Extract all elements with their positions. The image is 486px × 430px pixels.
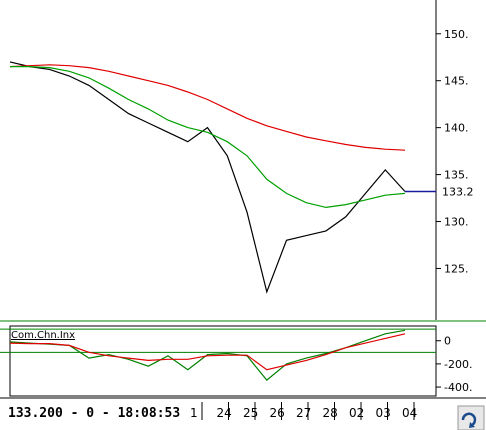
price-tick-label: 125. bbox=[444, 262, 469, 275]
indicator-tick-label: 0 bbox=[444, 335, 451, 348]
price-line bbox=[9, 61, 406, 294]
price-y-axis: 150. 145. 140. 135. 130. 125. bbox=[436, 28, 469, 275]
price-tick-label: 130. bbox=[444, 216, 469, 229]
refresh-icon[interactable] bbox=[457, 405, 485, 430]
price-plot bbox=[9, 61, 406, 294]
price-tick-label: 140. bbox=[444, 122, 469, 135]
indicator-tick-label: -400. bbox=[444, 381, 472, 394]
last-value-label: 133.2 bbox=[442, 185, 474, 198]
ma-long-line bbox=[9, 64, 406, 151]
date-label: 27 bbox=[296, 406, 311, 420]
date-label: 03 bbox=[376, 406, 391, 420]
indicator-plot bbox=[0, 328, 436, 381]
price-tick-label: 135. bbox=[444, 169, 469, 182]
indicator-slow-line bbox=[9, 333, 406, 371]
price-tick-label: 145. bbox=[444, 75, 469, 88]
date-label: 24 bbox=[217, 406, 232, 420]
price-tick-label: 150. bbox=[444, 28, 469, 41]
date-label: 25 bbox=[243, 406, 258, 420]
price-readout: 133.200 - 0 - 18:08:53 bbox=[8, 406, 180, 421]
date-label: 02 bbox=[349, 406, 364, 420]
last-value-marker: 133.2 bbox=[405, 185, 474, 198]
ma-short-line bbox=[10, 65, 406, 209]
date-label: 26 bbox=[270, 406, 285, 420]
date-label: 28 bbox=[323, 406, 338, 420]
indicator-tick-label: -200. bbox=[444, 358, 472, 371]
date-axis: 1 24 25 26 27 28 02 03 04 bbox=[190, 402, 417, 420]
indicator-label: Com.Chn.Inx bbox=[11, 330, 75, 341]
indicator-panel bbox=[9, 325, 437, 397]
date-label: 1 bbox=[190, 406, 198, 420]
indicator-y-axis: 0 -200. -400. bbox=[436, 335, 472, 394]
date-label: 04 bbox=[402, 406, 417, 420]
